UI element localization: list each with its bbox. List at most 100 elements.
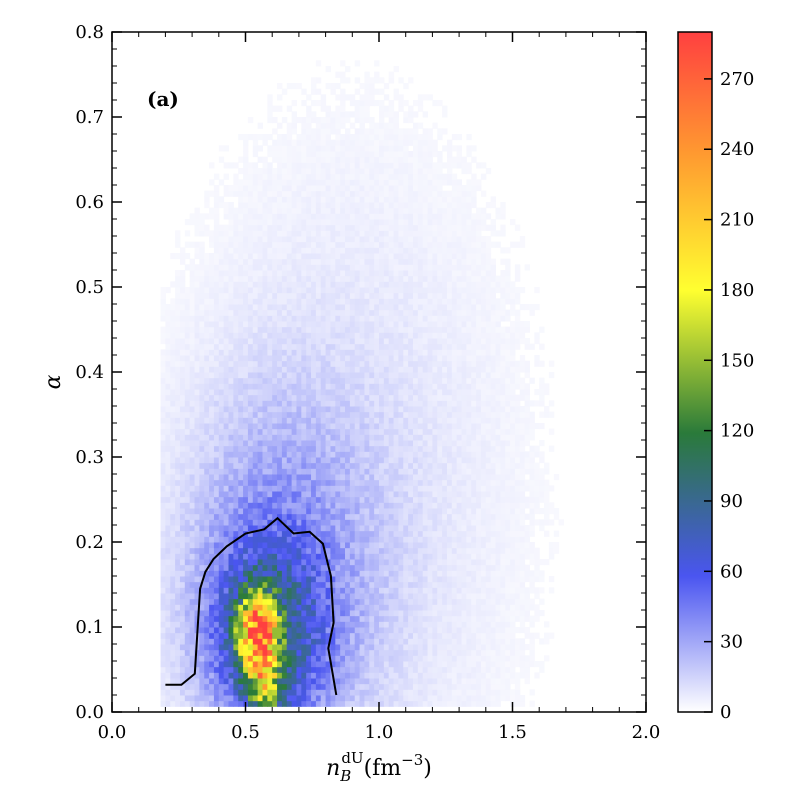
density-cell [398, 655, 404, 662]
density-cell [345, 649, 351, 656]
density-cell [179, 672, 186, 679]
density-cell [272, 236, 278, 243]
density-cell [228, 434, 234, 441]
density-cell [340, 162, 346, 169]
density-cell [277, 156, 283, 163]
density-cell [209, 190, 215, 197]
density-cell [301, 134, 307, 141]
density-cell [301, 196, 307, 203]
density-cell [379, 542, 385, 549]
density-cell [301, 128, 307, 135]
density-cell [170, 451, 176, 458]
density-cell [306, 304, 312, 311]
density-cell [286, 485, 293, 492]
density-cell [213, 610, 220, 617]
density-cell [393, 570, 399, 577]
density-cell [369, 683, 375, 690]
density-cell [257, 428, 263, 435]
density-cell [165, 683, 171, 690]
density-cell [393, 145, 399, 152]
density-cell [223, 672, 230, 679]
density-cell [170, 406, 176, 413]
density-cell [281, 389, 288, 396]
density-cell [311, 349, 317, 356]
density-cell [379, 372, 385, 379]
density-cell [165, 610, 171, 617]
density-cell [369, 298, 375, 305]
density-cell [349, 695, 356, 702]
density-cell [369, 536, 375, 543]
density-cell [204, 451, 210, 458]
density-cell [286, 134, 293, 141]
density-cell [345, 287, 351, 294]
density-cell [213, 224, 220, 231]
density-cell [291, 649, 297, 656]
density-cell [281, 219, 288, 226]
density-cell [393, 298, 399, 305]
density-cell [184, 417, 191, 424]
density-cell [252, 451, 259, 458]
density-cell [223, 621, 230, 628]
density-cell [335, 632, 341, 639]
density-cell [379, 100, 385, 107]
density-cell [306, 496, 312, 503]
density-cell [325, 292, 331, 299]
density-cell [286, 309, 293, 316]
density-cell [349, 224, 356, 231]
density-cell [354, 304, 361, 311]
density-cell [243, 377, 249, 384]
density-cell [335, 128, 341, 135]
density-cell [194, 485, 200, 492]
density-cell [160, 298, 166, 305]
density-cell [354, 536, 361, 543]
density-cell [238, 610, 244, 617]
density-cell [379, 224, 385, 231]
density-cell [233, 530, 239, 537]
density-cell [393, 326, 399, 333]
density-cell [204, 553, 210, 560]
density-cell [209, 491, 215, 498]
density-cell [364, 377, 370, 384]
density-cell [238, 190, 244, 197]
density-cell [345, 304, 351, 311]
density-cell [383, 644, 390, 651]
density-cell [320, 139, 327, 146]
density-cell [218, 672, 225, 679]
density-cell [369, 479, 375, 486]
density-cell [189, 423, 196, 430]
density-cell [252, 134, 259, 141]
density-cell [388, 372, 395, 379]
density-cell [189, 287, 196, 294]
density-cell [213, 287, 220, 294]
density-cell [345, 400, 351, 407]
density-cell [349, 156, 356, 163]
density-cell [179, 253, 186, 260]
density-cell [345, 168, 351, 175]
density-cell [393, 366, 399, 373]
density-cell [233, 270, 239, 277]
density-cell [247, 343, 254, 350]
density-cell [175, 638, 181, 645]
density-cell [393, 309, 399, 316]
density-cell [267, 479, 273, 486]
density-cell [374, 253, 380, 260]
density-cell [359, 525, 365, 532]
density-cell [388, 128, 395, 135]
density-cell [209, 474, 215, 481]
density-cell [213, 587, 220, 594]
density-cell [218, 457, 225, 464]
density-cell [369, 649, 375, 656]
density-cell [388, 389, 395, 396]
density-cell [209, 292, 215, 299]
density-cell [262, 485, 268, 492]
density-cell [311, 683, 317, 690]
density-cell [379, 400, 385, 407]
density-cell [204, 559, 210, 566]
density-cell [160, 525, 166, 532]
density-cell [374, 315, 380, 322]
density-cell [306, 247, 312, 254]
density-cell [213, 196, 220, 203]
density-cell [374, 145, 380, 152]
density-cell [379, 202, 385, 209]
density-cell [189, 309, 196, 316]
